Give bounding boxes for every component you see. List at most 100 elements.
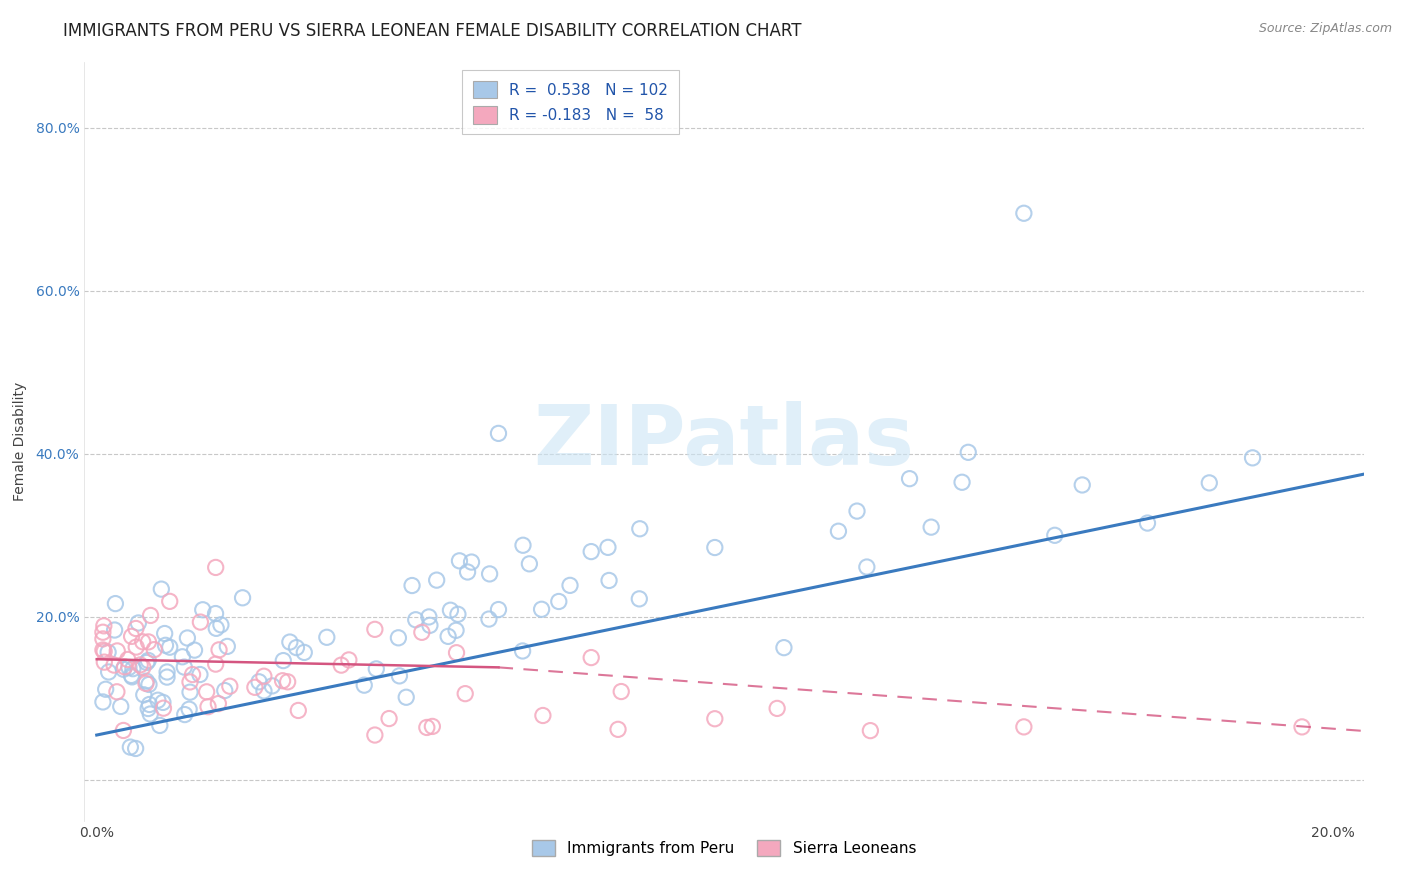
Point bbox=[208, 643, 231, 657]
Point bbox=[401, 578, 423, 592]
Point bbox=[104, 623, 127, 637]
Point bbox=[628, 591, 651, 606]
Point bbox=[110, 699, 132, 714]
Point bbox=[1043, 528, 1066, 542]
Y-axis label: Female Disability: Female Disability bbox=[13, 382, 27, 501]
Point bbox=[191, 603, 214, 617]
Point bbox=[1012, 720, 1035, 734]
Text: ZIPatlas: ZIPatlas bbox=[534, 401, 914, 482]
Point bbox=[150, 582, 173, 596]
Point bbox=[856, 560, 879, 574]
Point bbox=[271, 673, 294, 688]
Point bbox=[139, 608, 162, 623]
Point bbox=[97, 645, 120, 659]
Point bbox=[218, 679, 240, 693]
Point bbox=[366, 662, 388, 676]
Point bbox=[859, 723, 882, 738]
Point bbox=[827, 524, 849, 539]
Point bbox=[112, 662, 135, 676]
Point bbox=[117, 652, 139, 666]
Point bbox=[138, 635, 160, 649]
Point bbox=[387, 631, 409, 645]
Point bbox=[179, 702, 201, 716]
Point bbox=[277, 674, 299, 689]
Point bbox=[136, 701, 159, 715]
Legend: Immigrants from Peru, Sierra Leoneans: Immigrants from Peru, Sierra Leoneans bbox=[526, 834, 922, 863]
Point bbox=[121, 629, 143, 643]
Point bbox=[454, 687, 477, 701]
Point bbox=[253, 669, 276, 683]
Point bbox=[135, 676, 157, 690]
Point bbox=[330, 658, 353, 673]
Point bbox=[143, 642, 166, 657]
Point bbox=[195, 685, 218, 699]
Point bbox=[447, 607, 470, 622]
Point bbox=[405, 613, 427, 627]
Point bbox=[364, 623, 387, 637]
Point bbox=[105, 644, 128, 658]
Point bbox=[1241, 450, 1264, 465]
Point bbox=[957, 445, 980, 459]
Point bbox=[488, 602, 510, 616]
Point bbox=[131, 634, 153, 648]
Point bbox=[190, 615, 212, 629]
Point bbox=[1012, 206, 1035, 220]
Point bbox=[243, 681, 266, 695]
Point bbox=[104, 597, 127, 611]
Point bbox=[91, 643, 114, 657]
Point bbox=[135, 674, 157, 689]
Point bbox=[146, 693, 169, 707]
Point bbox=[628, 522, 651, 536]
Point bbox=[610, 684, 633, 698]
Point bbox=[446, 646, 468, 660]
Point bbox=[138, 698, 160, 712]
Point bbox=[598, 574, 620, 588]
Point bbox=[457, 565, 479, 579]
Point bbox=[253, 684, 276, 698]
Point bbox=[579, 544, 602, 558]
Point bbox=[204, 607, 226, 621]
Point bbox=[766, 701, 789, 715]
Point bbox=[91, 625, 114, 640]
Point bbox=[512, 644, 534, 658]
Point bbox=[173, 707, 195, 722]
Point bbox=[278, 635, 301, 649]
Point bbox=[204, 657, 226, 672]
Text: IMMIGRANTS FROM PERU VS SIERRA LEONEAN FEMALE DISABILITY CORRELATION CHART: IMMIGRANTS FROM PERU VS SIERRA LEONEAN F… bbox=[63, 22, 801, 40]
Text: Source: ZipAtlas.com: Source: ZipAtlas.com bbox=[1258, 22, 1392, 36]
Point bbox=[262, 679, 284, 693]
Point bbox=[93, 619, 115, 633]
Point bbox=[898, 472, 921, 486]
Point bbox=[125, 640, 148, 654]
Point bbox=[1291, 720, 1313, 734]
Point bbox=[159, 640, 181, 655]
Point bbox=[449, 554, 471, 568]
Point bbox=[155, 638, 177, 652]
Point bbox=[315, 630, 337, 644]
Point bbox=[181, 667, 204, 681]
Point bbox=[197, 699, 219, 714]
Point bbox=[530, 602, 553, 616]
Point bbox=[156, 665, 179, 679]
Point bbox=[703, 541, 725, 555]
Point bbox=[512, 538, 534, 552]
Point bbox=[422, 719, 444, 733]
Point bbox=[607, 723, 630, 737]
Point bbox=[419, 618, 441, 632]
Point bbox=[247, 674, 270, 689]
Point bbox=[172, 649, 194, 664]
Point bbox=[105, 685, 128, 699]
Point bbox=[478, 566, 501, 581]
Point bbox=[129, 657, 152, 672]
Point bbox=[437, 629, 460, 643]
Point bbox=[135, 656, 157, 670]
Point bbox=[91, 632, 114, 646]
Point bbox=[596, 541, 619, 555]
Point bbox=[118, 660, 141, 674]
Point bbox=[138, 677, 160, 691]
Point bbox=[173, 660, 195, 674]
Point bbox=[94, 682, 117, 697]
Point bbox=[207, 697, 229, 711]
Point bbox=[378, 712, 401, 726]
Point bbox=[547, 594, 569, 608]
